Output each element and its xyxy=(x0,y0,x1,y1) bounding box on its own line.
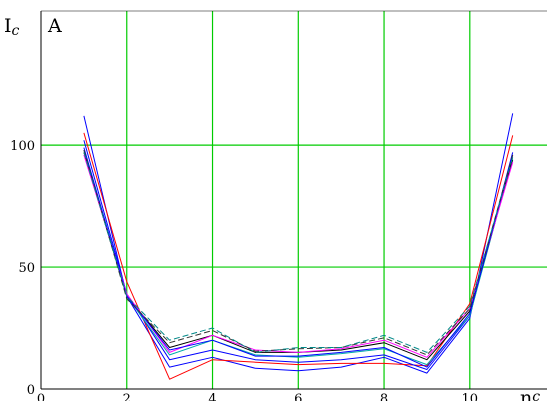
series-line-8 xyxy=(83,149,514,356)
series-line-7 xyxy=(83,147,514,368)
axes xyxy=(40,10,547,390)
series-line-2 xyxy=(83,132,514,380)
x-tick-label: 6 xyxy=(294,392,302,401)
labels: 0 50 100 0 2 4 6 8 10 Ic Anc xyxy=(4,15,540,401)
series-line-1 xyxy=(83,113,514,374)
y-tick-label: 50 xyxy=(18,261,35,276)
series-line-9 xyxy=(83,152,514,353)
series-lines xyxy=(83,113,514,380)
grid xyxy=(41,11,547,389)
y-tick-label: 100 xyxy=(10,139,35,154)
x-tick-label: 4 xyxy=(208,392,216,401)
y-axis-label: Ic xyxy=(4,15,20,39)
series-line-3 xyxy=(83,140,514,370)
x-axis-label: nc xyxy=(520,387,540,401)
x-tick-label: 8 xyxy=(380,392,388,401)
x-tick-label: 10 xyxy=(462,392,479,401)
y-axis-unit: A xyxy=(47,15,62,37)
x-tick-label: 2 xyxy=(123,392,131,401)
y-tick-label: 0 xyxy=(27,383,35,398)
series-line-4 xyxy=(83,149,514,366)
x-tick-label: 0 xyxy=(37,392,45,401)
